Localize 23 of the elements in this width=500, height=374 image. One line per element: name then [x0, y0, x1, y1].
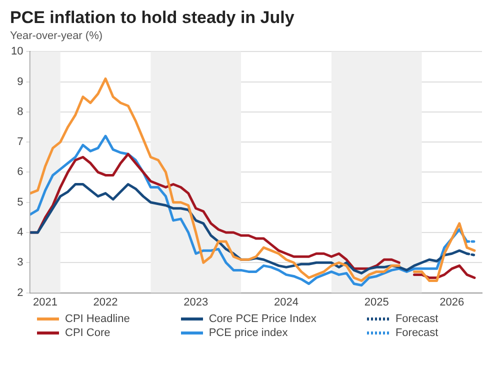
legend-label: CPI Headline: [65, 313, 130, 325]
legend-label: CPI Core: [65, 327, 110, 339]
chart-subtitle: Year-over-year (%): [10, 30, 104, 42]
x-tick-label: 2026: [440, 296, 464, 308]
legend-label: Forecast: [395, 313, 438, 325]
y-tick-label: 3: [17, 256, 24, 269]
legend-label: PCE price index: [208, 327, 288, 339]
y-tick-label: 5: [17, 196, 24, 208]
y-tick-label: 2: [17, 286, 24, 299]
x-tick-label: 2021: [33, 296, 58, 308]
x-tick-label: 2022: [93, 296, 118, 308]
chart-title: PCE inflation to hold steady in July: [10, 8, 296, 28]
y-tick-label: 10: [10, 46, 24, 58]
legend-label: Forecast: [395, 327, 438, 339]
x-tick-label: 2025: [364, 296, 389, 308]
x-tick-label: 2024: [274, 296, 298, 308]
legend-label: Core PCE Price Index: [208, 313, 316, 325]
y-tick-label: 6: [17, 166, 24, 178]
y-tick-label: 8: [17, 106, 24, 118]
x-tick-label: 2023: [184, 296, 208, 308]
y-tick-label: 7: [17, 136, 24, 148]
y-tick-label: 9: [17, 76, 24, 88]
y-tick-label: 4: [17, 226, 24, 239]
